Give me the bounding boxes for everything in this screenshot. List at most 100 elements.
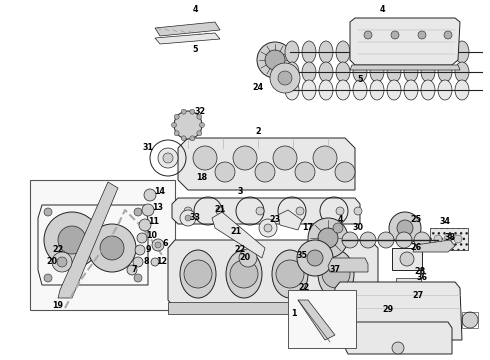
Ellipse shape <box>285 80 299 100</box>
Circle shape <box>158 148 178 168</box>
Circle shape <box>44 212 100 268</box>
Text: 36: 36 <box>416 274 427 283</box>
Circle shape <box>239 249 257 267</box>
Circle shape <box>184 260 212 288</box>
Text: 38: 38 <box>444 234 456 243</box>
Circle shape <box>389 212 421 244</box>
Text: 21: 21 <box>215 206 225 215</box>
Bar <box>288 290 356 348</box>
Bar <box>422 312 438 328</box>
Circle shape <box>313 146 337 170</box>
Text: 19: 19 <box>52 302 64 310</box>
Ellipse shape <box>336 41 350 63</box>
Text: 34: 34 <box>440 217 450 226</box>
Text: 5: 5 <box>192 45 198 54</box>
Circle shape <box>462 312 478 328</box>
Circle shape <box>44 274 52 282</box>
Text: 29: 29 <box>382 306 393 315</box>
Ellipse shape <box>455 62 469 82</box>
Ellipse shape <box>353 41 367 63</box>
Text: 22: 22 <box>298 284 310 292</box>
Text: 17: 17 <box>302 224 314 233</box>
Polygon shape <box>212 212 265 258</box>
Text: 32: 32 <box>195 108 206 117</box>
Circle shape <box>364 31 372 39</box>
Polygon shape <box>345 322 452 354</box>
Circle shape <box>342 232 358 248</box>
Ellipse shape <box>438 41 452 63</box>
Ellipse shape <box>404 62 418 82</box>
Bar <box>462 312 478 328</box>
Circle shape <box>442 312 458 328</box>
Ellipse shape <box>387 80 401 100</box>
Ellipse shape <box>318 250 354 298</box>
Circle shape <box>52 252 72 272</box>
Text: 13: 13 <box>152 203 164 212</box>
Text: 9: 9 <box>145 244 151 253</box>
Circle shape <box>264 224 272 232</box>
Text: 28: 28 <box>415 267 426 276</box>
Circle shape <box>396 232 412 248</box>
Polygon shape <box>58 182 118 298</box>
Circle shape <box>405 284 411 290</box>
Circle shape <box>134 208 142 216</box>
Circle shape <box>322 260 350 288</box>
Polygon shape <box>350 18 460 65</box>
Ellipse shape <box>319 80 333 100</box>
Circle shape <box>418 31 426 39</box>
Ellipse shape <box>370 62 384 82</box>
Polygon shape <box>328 258 368 272</box>
Text: 8: 8 <box>143 256 149 266</box>
Text: 22: 22 <box>234 244 245 253</box>
Text: 20: 20 <box>47 257 57 266</box>
Bar <box>392 248 422 270</box>
Circle shape <box>190 136 195 141</box>
Polygon shape <box>172 198 360 224</box>
Polygon shape <box>278 210 302 230</box>
Circle shape <box>297 240 333 276</box>
Bar <box>30 180 175 310</box>
Circle shape <box>278 71 292 85</box>
Circle shape <box>382 312 398 328</box>
Circle shape <box>174 114 179 119</box>
Circle shape <box>434 235 442 243</box>
Text: 4: 4 <box>379 5 385 14</box>
Circle shape <box>396 284 402 290</box>
Text: 10: 10 <box>147 231 157 240</box>
Bar <box>402 312 418 328</box>
Circle shape <box>190 109 195 114</box>
Circle shape <box>151 258 159 266</box>
Text: 3: 3 <box>237 188 243 197</box>
Ellipse shape <box>302 80 316 100</box>
Circle shape <box>180 210 196 226</box>
Polygon shape <box>155 33 220 44</box>
Circle shape <box>335 162 355 182</box>
Text: 22: 22 <box>52 246 64 255</box>
Ellipse shape <box>353 62 367 82</box>
Ellipse shape <box>404 80 418 100</box>
Circle shape <box>392 342 404 354</box>
Circle shape <box>181 136 186 141</box>
Text: 2: 2 <box>255 127 261 136</box>
Circle shape <box>265 50 285 70</box>
Text: 24: 24 <box>252 84 264 93</box>
Ellipse shape <box>302 62 316 82</box>
Text: 7: 7 <box>131 265 137 274</box>
Text: 4: 4 <box>337 216 343 225</box>
Circle shape <box>391 31 399 39</box>
Text: 5: 5 <box>357 76 363 85</box>
Text: 26: 26 <box>411 243 421 252</box>
Circle shape <box>230 260 258 288</box>
Circle shape <box>414 284 420 290</box>
Circle shape <box>88 224 136 272</box>
Text: 20: 20 <box>240 253 250 262</box>
Text: 27: 27 <box>413 292 423 301</box>
Text: 25: 25 <box>411 216 421 225</box>
Circle shape <box>378 232 394 248</box>
Bar <box>396 278 421 296</box>
Ellipse shape <box>421 62 435 82</box>
Circle shape <box>308 218 348 258</box>
Ellipse shape <box>180 250 216 298</box>
Circle shape <box>360 232 376 248</box>
Ellipse shape <box>404 41 418 63</box>
